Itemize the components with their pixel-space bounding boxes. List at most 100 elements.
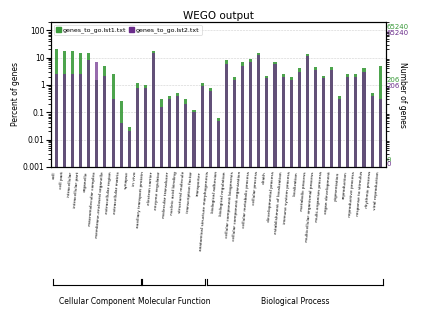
Bar xyxy=(338,99,341,315)
Bar xyxy=(363,72,366,315)
Bar xyxy=(273,62,277,315)
Text: 206: 206 xyxy=(387,83,400,89)
Bar xyxy=(290,80,293,315)
Text: in vivo: in vivo xyxy=(132,171,137,186)
Text: 0: 0 xyxy=(387,161,391,167)
Text: anatomical structure morphogenesis: anatomical structure morphogenesis xyxy=(199,171,210,251)
Bar xyxy=(144,85,147,315)
Text: biological regulation: biological regulation xyxy=(219,171,226,216)
Text: multicellular organismal process: multicellular organismal process xyxy=(305,171,315,242)
Bar xyxy=(241,62,244,315)
Bar xyxy=(330,67,333,315)
Bar xyxy=(355,74,358,315)
Bar xyxy=(217,118,220,315)
Text: cell: cell xyxy=(52,171,56,179)
Bar xyxy=(63,51,66,315)
Bar xyxy=(184,104,187,315)
Text: reproduction: reproduction xyxy=(341,171,348,199)
Bar xyxy=(160,99,163,315)
Bar xyxy=(379,99,382,315)
Bar xyxy=(314,70,317,315)
Text: multi-organism process: multi-organism process xyxy=(315,171,324,222)
Bar xyxy=(257,55,260,315)
Text: rhythmic process: rhythmic process xyxy=(365,171,372,209)
Text: Molecular Function: Molecular Function xyxy=(138,297,210,306)
Text: 0: 0 xyxy=(387,157,391,163)
Bar xyxy=(233,80,236,315)
Bar xyxy=(112,99,115,315)
Text: intracellular: intracellular xyxy=(66,171,73,198)
Bar xyxy=(273,64,277,315)
Text: extracellular matrix: extracellular matrix xyxy=(113,171,121,214)
Bar xyxy=(136,83,139,315)
Text: extracellular region: extracellular region xyxy=(105,171,113,214)
Bar xyxy=(71,51,74,315)
Bar xyxy=(128,131,131,315)
Bar xyxy=(209,91,212,315)
Bar xyxy=(322,76,325,315)
Text: 65240: 65240 xyxy=(387,24,409,30)
Title: WEGO output: WEGO output xyxy=(183,11,254,21)
Bar xyxy=(306,56,309,315)
Bar xyxy=(55,49,58,315)
Bar xyxy=(201,83,204,315)
Bar xyxy=(379,66,382,315)
Y-axis label: Number of genes: Number of genes xyxy=(398,61,407,128)
Text: cell part: cell part xyxy=(59,171,64,189)
Text: Cellular Component: Cellular Component xyxy=(59,297,135,306)
Bar xyxy=(355,77,358,315)
Bar xyxy=(128,127,131,315)
Bar xyxy=(330,70,333,315)
Text: nucleic acid binding: nucleic acid binding xyxy=(170,171,178,215)
Text: transcription factor: transcription factor xyxy=(187,171,194,213)
Bar xyxy=(225,64,228,315)
Bar xyxy=(120,123,123,315)
Text: auxiliary transport protein: auxiliary transport protein xyxy=(136,171,146,228)
Bar xyxy=(136,88,139,315)
Text: response to stimulus: response to stimulus xyxy=(356,171,364,216)
Bar xyxy=(281,74,284,315)
Bar xyxy=(168,96,171,315)
Text: cellular process: cellular process xyxy=(252,171,259,205)
Bar xyxy=(104,66,106,315)
Text: 65240: 65240 xyxy=(387,30,409,36)
Bar xyxy=(152,51,155,315)
Text: metabolic process: metabolic process xyxy=(300,171,307,211)
Text: organelle: organelle xyxy=(83,171,89,192)
Bar xyxy=(201,86,204,315)
Text: pigmentation: pigmentation xyxy=(333,171,340,201)
Text: macromolecular complex: macromolecular complex xyxy=(88,171,97,226)
Text: immune system process: immune system process xyxy=(283,171,291,224)
Bar xyxy=(249,62,252,315)
Bar xyxy=(87,53,90,315)
Bar xyxy=(225,60,228,315)
Text: cellular metabolic process: cellular metabolic process xyxy=(242,171,250,228)
Text: developmental process: developmental process xyxy=(266,171,275,222)
Text: viral reproduction: viral reproduction xyxy=(373,171,380,210)
Bar xyxy=(281,77,284,315)
Bar xyxy=(120,101,123,315)
Text: cellular component organization: cellular component organization xyxy=(232,171,243,241)
Bar xyxy=(314,67,317,315)
Bar xyxy=(192,110,195,315)
Bar xyxy=(370,96,374,315)
Bar xyxy=(298,72,301,315)
Bar xyxy=(79,74,82,315)
Bar xyxy=(144,88,147,315)
Bar xyxy=(71,74,74,315)
Text: localization: localization xyxy=(293,171,299,196)
Bar xyxy=(87,60,90,315)
Text: synapse: synapse xyxy=(123,171,129,189)
Bar xyxy=(160,107,163,315)
Text: 206: 206 xyxy=(387,77,400,83)
Text: establishment of localization: establishment of localization xyxy=(273,171,283,234)
Text: death: death xyxy=(262,171,267,184)
Bar xyxy=(370,93,374,315)
Bar xyxy=(184,99,187,315)
Bar xyxy=(241,66,244,315)
Bar xyxy=(152,53,155,315)
Bar xyxy=(192,112,195,315)
Bar xyxy=(209,88,212,315)
Bar xyxy=(112,74,115,315)
Bar xyxy=(55,74,58,315)
